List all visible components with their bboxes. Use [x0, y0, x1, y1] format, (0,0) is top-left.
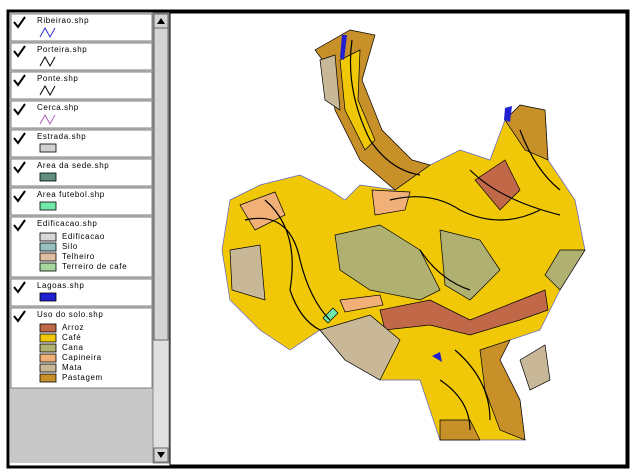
class-label: Edificacao	[62, 232, 105, 241]
arrow	[157, 452, 165, 458]
area-futebol	[322, 307, 339, 324]
line-symbol	[39, 55, 56, 68]
arrow	[157, 18, 165, 24]
layer-entry[interactable]	[10, 307, 153, 389]
class-symbol	[39, 363, 57, 373]
class-label: Cana	[62, 343, 84, 352]
layer-name: Edificacao.shp	[37, 219, 97, 228]
parcel	[229, 244, 266, 301]
fill-symbol	[39, 201, 57, 211]
layer-entry[interactable]	[10, 158, 153, 187]
layer-entry[interactable]	[10, 129, 153, 158]
parcel	[479, 339, 526, 441]
class-label: Café	[62, 333, 81, 342]
line-symbol	[39, 84, 56, 97]
contours	[244, 39, 561, 431]
parcel	[379, 289, 549, 336]
layer-name: Porteira.shp	[37, 45, 87, 54]
visibility-checkbox[interactable]	[13, 281, 26, 294]
class-symbol	[39, 323, 57, 333]
class-symbol	[39, 232, 57, 242]
parcel	[544, 249, 586, 291]
visibility-checkbox[interactable]	[13, 161, 26, 174]
layer-name: Ponte.shp	[37, 74, 78, 83]
layer-name: Uso do solo.shp	[37, 310, 103, 319]
layer-entry[interactable]	[10, 42, 153, 71]
map	[221, 29, 586, 441]
parcel	[371, 189, 411, 216]
class-symbol	[39, 333, 57, 343]
fill-symbol	[39, 292, 57, 302]
fill-symbol	[39, 172, 57, 182]
layer-name: Area futebol.shp	[37, 190, 105, 199]
scroll-thumb[interactable]	[153, 27, 169, 341]
layer-entry[interactable]	[10, 100, 153, 129]
line-symbol	[39, 113, 56, 126]
parcel	[319, 54, 341, 111]
parcel	[339, 49, 376, 151]
frame	[6, 9, 630, 469]
class-label: Mata	[62, 363, 82, 372]
class-label: Arroz	[62, 323, 84, 332]
visibility-checkbox[interactable]	[13, 16, 26, 29]
class-symbol	[39, 242, 57, 252]
visibility-checkbox[interactable]	[13, 45, 26, 58]
parcel	[339, 294, 384, 313]
class-label: Terreiro de cafe	[62, 262, 127, 271]
class-symbol	[39, 343, 57, 353]
layer-entry[interactable]	[10, 71, 153, 100]
parcel	[319, 314, 401, 381]
layer-name: Area da sede.shp	[37, 161, 109, 170]
parcel	[504, 104, 549, 161]
layer-entry[interactable]	[10, 278, 153, 307]
parcel	[334, 224, 441, 301]
class-symbol	[39, 252, 57, 262]
layer-name: Cerca.shp	[37, 103, 79, 112]
layer-name: Ribeirao.shp	[37, 16, 89, 25]
layer-entry[interactable]	[10, 187, 153, 216]
visibility-checkbox[interactable]	[13, 219, 26, 232]
visibility-checkbox[interactable]	[13, 310, 26, 323]
visibility-checkbox[interactable]	[13, 190, 26, 203]
class-label: Pastagem	[62, 373, 103, 382]
layer-entry[interactable]	[10, 13, 153, 42]
class-label: Telheiro	[62, 252, 95, 261]
class-symbol	[39, 373, 57, 383]
class-label: Silo	[62, 242, 78, 251]
visibility-checkbox[interactable]	[13, 132, 26, 145]
visibility-checkbox[interactable]	[13, 103, 26, 116]
layer-name: Lagoas.shp	[37, 281, 84, 290]
layer-name: Estrada.shp	[37, 132, 86, 141]
fill-symbol	[39, 143, 57, 153]
class-symbol	[39, 262, 57, 272]
line-symbol	[39, 26, 56, 39]
table-of-contents: Ribeirao.shp Porteira.shp Ponte.shp Cerca.s…	[10, 13, 153, 389]
visibility-checkbox[interactable]	[13, 74, 26, 87]
layer-entry[interactable]	[10, 216, 153, 278]
class-symbol	[39, 353, 57, 363]
parcel	[519, 344, 551, 391]
class-label: Capineira	[62, 353, 102, 362]
